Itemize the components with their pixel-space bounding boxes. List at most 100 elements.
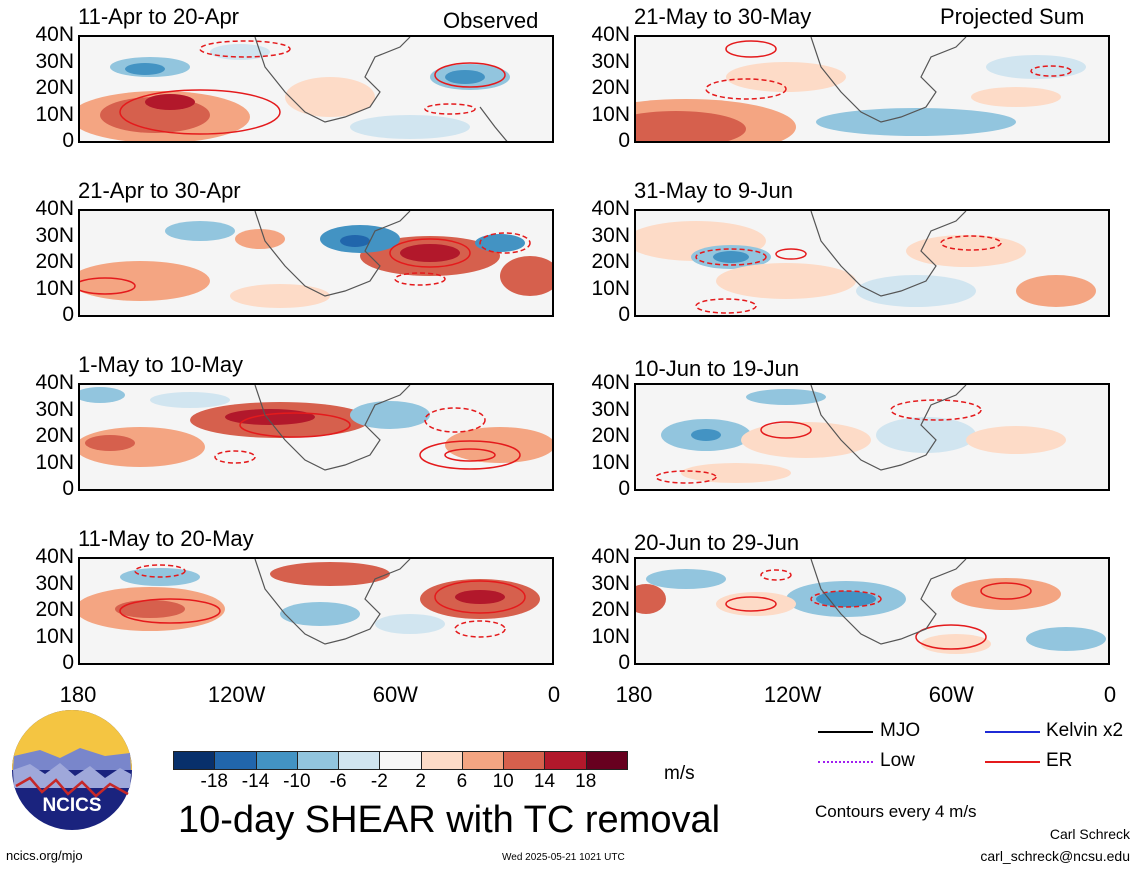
lat-tick-label: 0 [618,303,630,326]
lat-tick-label: 0 [618,477,630,500]
panel-period-label: 10-Jun to 19-Jun [634,356,800,381]
lon-tick-label: 180 [615,682,653,707]
colorbar-cell [503,751,546,770]
lat-tick-label: 10N [591,276,630,300]
map-panel [634,383,1110,491]
lon-tick-label: 180 [59,682,97,707]
footer-email[interactable]: carl_schreck@ncsu.edu [980,848,1130,864]
lat-tick-label: 40N [591,197,630,220]
map-panel [78,209,554,317]
map-panel [78,35,554,143]
colorbar-tick-label: 2 [415,771,426,792]
lat-tick-label: 0 [618,129,630,152]
lat-tick-label: 20N [591,424,630,447]
map-panel [634,209,1110,317]
panel-period-label: 11-May to 20-May [78,526,254,551]
colorbar-tick-label: -6 [329,771,347,792]
colorbar-cell [379,751,422,770]
lat-tick-label: 30N [591,223,630,247]
colorbar-cell [420,751,463,770]
lat-tick-label: 10N [35,276,74,300]
shear-field [636,385,1108,489]
colorbar-tick-label: -18 [200,771,228,792]
lat-tick-label: 40N [35,23,74,46]
legend-label-low: Low [880,750,915,771]
lat-tick-label: 30N [35,49,74,73]
shear-field [80,211,552,315]
lat-tick-label: 40N [591,545,630,568]
colorbar-cell [544,751,587,770]
lat-tick-label: 30N [591,49,630,73]
footer-author: Carl Schreck [1049,826,1130,842]
shear-field [80,37,552,141]
projected-label: Projected Sum [940,4,1085,29]
colorbar-tick-label: 14 [533,771,556,792]
lat-tick-label: 40N [591,371,630,394]
lat-tick-label: 0 [62,651,74,674]
shear-field [80,385,552,489]
colorbar-units: m/s [664,763,695,784]
panel-period-label: 31-May to 9-Jun [634,178,793,203]
colorbar-labels: -18 -14 -10 -6 -2 2 6 10 14 18 [173,772,627,792]
colorbar-tick-label: 18 [575,771,597,792]
lon-tick-label: 0 [1103,682,1117,707]
lat-tick-label: 20N [591,598,630,621]
shear-field [636,211,1108,315]
legend-line-er [985,761,1040,763]
contour-note: Contours every 4 m/s [815,802,977,821]
footer-timestamp: Wed 2025-05-21 1021 UTC [502,852,625,863]
lon-tick-label: 120W [207,682,266,707]
panel-period-label: 11-Apr to 20-Apr [78,4,240,29]
lat-tick-label: 10N [591,102,630,126]
panel-period-label: 20-Jun to 29-Jun [634,530,800,555]
observed-label: Observed [443,8,539,33]
colorbar [173,751,628,770]
colorbar-tick-label: -2 [370,771,388,792]
lat-tick-label: 0 [62,129,74,152]
colorbar-tick-label: -14 [241,771,270,792]
legend-line-low [818,761,873,763]
figure-title: 10-day SHEAR with TC removal [178,799,721,841]
colorbar-cell [296,751,340,770]
lat-tick-label: 20N [35,598,74,621]
map-panel [78,383,554,491]
ncics-logo: NCICS [10,708,134,832]
colorbar-cell [214,751,257,770]
legend-label-kelvin: Kelvin x2 [1046,720,1124,741]
legend-line-kelvin [985,731,1040,733]
lat-tick-label: 20N [35,424,74,447]
panel-period-label: 21-Apr to 30-Apr [78,178,241,203]
colorbar-cell [173,751,216,770]
lat-tick-label: 30N [35,223,74,247]
map-panel [78,557,554,665]
lat-tick-label: 30N [35,571,74,595]
lat-tick-label: 0 [62,477,74,500]
legend-line-mjo [818,731,873,733]
lat-tick-label: 30N [591,397,630,421]
footer-url[interactable]: ncics.org/mjo [6,848,83,863]
lat-tick-label: 0 [62,303,74,326]
panel-period-label: 21-May to 30-May [634,4,812,29]
lat-tick-label: 10N [591,624,630,648]
colorbar-cell [585,751,628,770]
lat-tick-label: 20N [591,250,630,273]
lat-tick-label: 30N [35,397,74,421]
colorbar-tick-label: 10 [492,771,514,792]
colorbar-tick-label: 6 [456,771,468,792]
lat-tick-label: 40N [591,23,630,46]
map-panel [634,557,1110,665]
lat-tick-label: 20N [35,76,74,99]
lat-tick-label: 10N [35,102,74,126]
lat-tick-label: 20N [591,76,630,99]
logo-text: NCICS [42,795,101,816]
colorbar-cell [461,751,505,770]
lat-tick-label: 40N [35,371,74,394]
panel-period-label: 1-May to 10-May [78,352,244,377]
colorbar-tick-label: -10 [283,771,311,792]
lat-tick-label: 10N [35,450,74,474]
colorbar-cell [338,751,381,770]
colorbar-cell [255,751,298,770]
lat-tick-label: 30N [591,571,630,595]
lat-tick-label: 40N [35,545,74,568]
lon-tick-label: 0 [547,682,561,707]
